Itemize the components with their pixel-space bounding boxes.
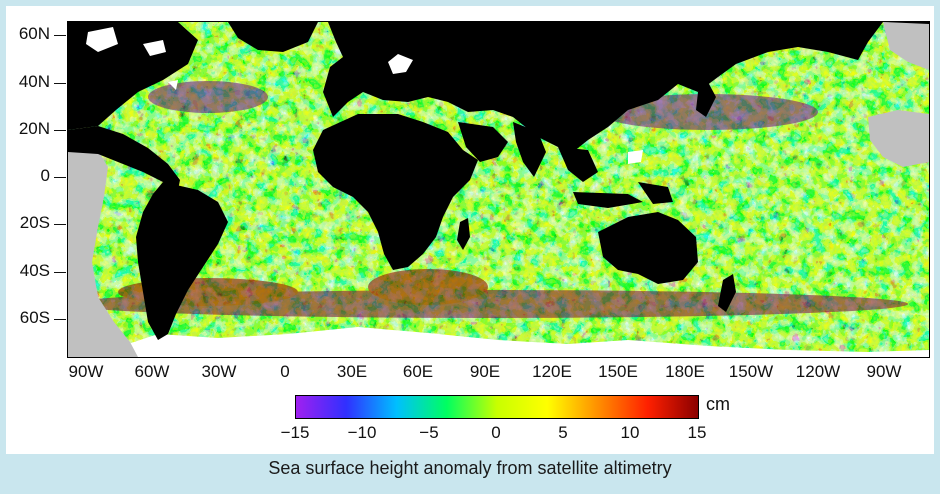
lat-tick-60n	[54, 35, 66, 36]
figure-caption: Sea surface height anomaly from satellit…	[268, 458, 672, 478]
lat-tick-40s	[54, 272, 66, 273]
colorbar-unit: cm	[706, 394, 730, 414]
lat-label-60s: 60S	[19, 308, 50, 327]
map-canvas	[68, 22, 929, 357]
antarctic-ice	[68, 327, 929, 357]
eddy-bands	[68, 81, 908, 318]
lat-label-60n: 60N	[18, 24, 50, 43]
colorbar	[295, 395, 699, 419]
colorbar-tick-label: 5	[558, 423, 568, 442]
lat-tick-0	[54, 177, 66, 178]
colorbar-tick-label: 10	[620, 423, 640, 442]
lat-tick-60s	[54, 319, 66, 320]
no-data-east-north	[883, 22, 929, 70]
lat-tick-40n	[54, 83, 66, 84]
lat-label-0: 0	[40, 166, 50, 185]
sea-surface-height-map	[67, 21, 930, 358]
lon-label-90e: 90E	[469, 362, 501, 381]
lon-label-150w: 150W	[728, 362, 774, 381]
lon-label-30e: 30E	[336, 362, 368, 381]
lon-label-150e: 150E	[598, 362, 638, 381]
lat-tick-20n	[54, 130, 66, 131]
lat-label-40s: 40S	[19, 261, 50, 280]
figure-panel: 60N 40N 20N 0 20S 40S 60S 90W 60W 30W 0 …	[6, 6, 934, 454]
lon-label-90w-east: 90W	[866, 362, 902, 381]
colorbar-tick-label: 0	[491, 423, 501, 442]
lat-label-20s: 20S	[19, 213, 50, 232]
lon-label-60w: 60W	[134, 362, 170, 381]
lon-label-120w: 120W	[795, 362, 841, 381]
lon-label-0: 0	[280, 362, 290, 381]
land	[68, 22, 929, 340]
lon-label-180e: 180E	[665, 362, 705, 381]
colorbar-tick-label: −5	[419, 423, 439, 442]
lon-label-90w: 90W	[68, 362, 104, 381]
ice-patches	[86, 27, 643, 164]
no-data-east	[868, 110, 929, 167]
colorbar-tick-label: 15	[687, 423, 707, 442]
lon-label-30w: 30W	[201, 362, 237, 381]
no-data-west	[68, 147, 138, 357]
colorbar-tick-label: −15	[280, 423, 310, 442]
lat-label-20n: 20N	[18, 119, 50, 138]
lat-label-40n: 40N	[18, 72, 50, 91]
colorbar-tick-label: −10	[347, 423, 377, 442]
lon-label-120e: 120E	[532, 362, 572, 381]
lat-tick-20s	[54, 224, 66, 225]
lon-label-60e: 60E	[402, 362, 434, 381]
